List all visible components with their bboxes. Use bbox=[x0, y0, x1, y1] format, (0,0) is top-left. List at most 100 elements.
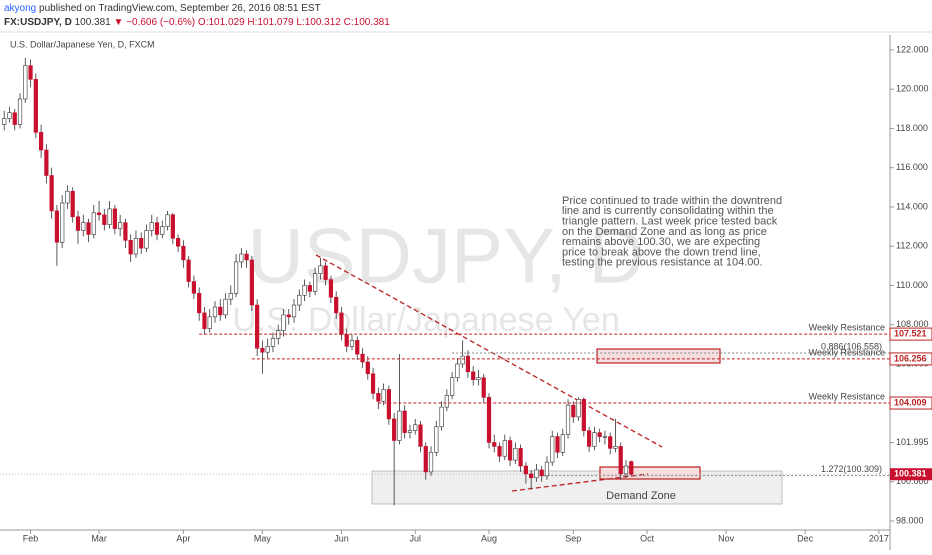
candle-body bbox=[392, 418, 397, 441]
y-tick-label: 98.000 bbox=[896, 515, 924, 525]
x-tick-label: Nov bbox=[718, 533, 735, 543]
candle-body bbox=[197, 292, 202, 314]
candle-body bbox=[118, 222, 123, 229]
candle-body bbox=[402, 410, 407, 433]
candle-body bbox=[281, 314, 286, 331]
candle-body bbox=[629, 461, 634, 475]
open: O:101.029 bbox=[198, 17, 245, 28]
candle-body bbox=[507, 440, 513, 461]
fib-label: 0.886(106.558) bbox=[821, 341, 882, 351]
candle-body bbox=[529, 473, 534, 479]
author[interactable]: akyong bbox=[4, 3, 36, 14]
candle-body bbox=[170, 214, 175, 239]
level-tag bbox=[889, 396, 932, 410]
candle-body bbox=[355, 340, 360, 355]
price: 100.381 bbox=[75, 17, 112, 28]
demand-zone bbox=[371, 470, 783, 505]
x-tick-label: Aug bbox=[481, 533, 497, 543]
y-tick-label: 118.000 bbox=[896, 123, 928, 133]
candle-body bbox=[23, 65, 28, 100]
candle-body bbox=[44, 149, 49, 176]
candle-body bbox=[60, 202, 65, 243]
candle-body bbox=[160, 226, 165, 235]
candle-body bbox=[102, 214, 107, 225]
candle-body bbox=[539, 469, 544, 477]
level-value: 107.521 bbox=[894, 328, 927, 338]
candle-body bbox=[86, 222, 91, 235]
candle-body bbox=[444, 395, 449, 408]
x-tick-label: Oct bbox=[640, 533, 655, 543]
candle-body bbox=[307, 285, 312, 292]
candle-body bbox=[49, 175, 54, 212]
level-value: 104.009 bbox=[894, 397, 927, 407]
annotation: remains above 100.30, we are expecting bbox=[562, 236, 760, 248]
candle-body bbox=[181, 245, 186, 261]
candle-body bbox=[608, 436, 613, 449]
candle-body bbox=[623, 465, 629, 475]
candle-body bbox=[249, 259, 254, 306]
candle-body bbox=[133, 238, 139, 255]
x-tick-label: Dec bbox=[797, 533, 814, 543]
x-tick-label: Feb bbox=[23, 533, 39, 543]
candle-body bbox=[318, 265, 323, 274]
candle-body bbox=[613, 446, 618, 449]
supply-box bbox=[596, 348, 721, 364]
y-tick-label: 122.000 bbox=[896, 44, 929, 54]
candle-body bbox=[70, 190, 75, 218]
y-tick-label: 114.000 bbox=[896, 201, 928, 211]
x-tick-label: Apr bbox=[176, 533, 190, 543]
candle-body bbox=[239, 253, 244, 263]
candle-body bbox=[291, 304, 297, 318]
annotation: Price continued to trade within the down… bbox=[562, 195, 782, 207]
candle-body bbox=[223, 298, 228, 316]
level-tag bbox=[889, 352, 932, 366]
candle-body bbox=[618, 446, 623, 475]
candle-body bbox=[360, 353, 365, 363]
annotation: testing the previous resistance at 104.0… bbox=[562, 257, 763, 269]
candle-body bbox=[33, 79, 38, 133]
candle-body bbox=[339, 312, 344, 335]
change: ▼ −0.606 (−0.6%) bbox=[114, 17, 196, 28]
y-tick-label: 101.995 bbox=[896, 437, 929, 447]
level-tag bbox=[889, 327, 932, 341]
candle-body bbox=[323, 265, 328, 280]
candle-body bbox=[154, 222, 160, 235]
candle-body bbox=[191, 281, 197, 294]
candle-body bbox=[523, 465, 528, 475]
y-tick-label: 120.000 bbox=[896, 84, 929, 94]
candle-body bbox=[297, 294, 302, 306]
y-tick-label: 110.000 bbox=[896, 280, 928, 290]
candle-body bbox=[65, 190, 70, 204]
y-tick-label: 112.000 bbox=[896, 241, 928, 251]
candle-body bbox=[228, 292, 233, 300]
candle-body bbox=[534, 469, 539, 479]
candle-body bbox=[107, 208, 112, 225]
candle-body bbox=[592, 432, 597, 447]
candle-body bbox=[581, 398, 586, 431]
y-tick-label: 108.000 bbox=[896, 319, 929, 329]
candle-body bbox=[471, 371, 476, 380]
candle-body bbox=[7, 112, 12, 119]
candle-body bbox=[270, 338, 276, 347]
candle-body bbox=[144, 230, 149, 249]
candle-body bbox=[91, 212, 96, 235]
candle-body bbox=[349, 340, 355, 347]
candle-body bbox=[176, 238, 181, 247]
symbol: FX:USDJPY, D bbox=[4, 17, 72, 28]
low: L:100.312 bbox=[296, 17, 341, 28]
candle-body bbox=[513, 448, 518, 461]
downtrend-line bbox=[315, 254, 663, 448]
candle-body bbox=[2, 118, 7, 125]
candle-body bbox=[96, 212, 102, 216]
price-tag-label: 100.381 bbox=[894, 469, 927, 479]
x-tick-label: Sep bbox=[565, 533, 581, 543]
x-tick-label: Mar bbox=[91, 533, 107, 543]
resistance-label: Weekly Resistance bbox=[809, 391, 885, 401]
annotation: triangle pattern. Last week price tested… bbox=[562, 216, 778, 228]
candle-body bbox=[365, 361, 370, 375]
candle-body bbox=[202, 312, 207, 329]
x-tick-label: 2017 bbox=[869, 533, 889, 543]
candle-body bbox=[344, 334, 349, 347]
